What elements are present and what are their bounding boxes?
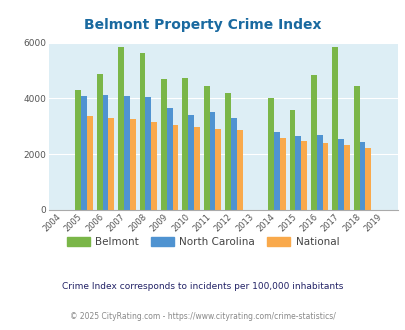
Bar [130, 119, 135, 210]
Bar [279, 138, 285, 210]
Bar [225, 93, 230, 210]
Bar [139, 52, 145, 210]
Bar [172, 125, 178, 210]
Bar [359, 142, 364, 210]
Bar [124, 96, 130, 210]
Bar [118, 47, 124, 210]
Bar [203, 86, 209, 210]
Legend: Belmont, North Carolina, National: Belmont, North Carolina, National [62, 233, 343, 251]
Bar [215, 129, 221, 210]
Bar [102, 95, 108, 210]
Bar [151, 121, 157, 210]
Bar [301, 141, 306, 210]
Bar [87, 116, 92, 210]
Bar [337, 139, 343, 210]
Text: Crime Index corresponds to incidents per 100,000 inhabitants: Crime Index corresponds to incidents per… [62, 282, 343, 291]
Bar [188, 115, 194, 210]
Text: © 2025 CityRating.com - https://www.cityrating.com/crime-statistics/: © 2025 CityRating.com - https://www.city… [70, 312, 335, 321]
Bar [273, 132, 279, 210]
Bar [145, 97, 151, 210]
Bar [182, 78, 188, 210]
Bar [161, 79, 166, 210]
Bar [108, 118, 114, 210]
Bar [75, 90, 81, 210]
Bar [353, 86, 359, 210]
Bar [310, 75, 316, 210]
Bar [237, 130, 242, 210]
Bar [81, 96, 87, 210]
Bar [316, 135, 322, 210]
Bar [209, 112, 215, 210]
Bar [166, 108, 172, 210]
Bar [295, 136, 301, 210]
Bar [364, 148, 370, 210]
Bar [289, 111, 295, 210]
Bar [322, 143, 328, 210]
Bar [268, 98, 273, 210]
Text: Belmont Property Crime Index: Belmont Property Crime Index [84, 18, 321, 32]
Bar [332, 47, 337, 210]
Bar [194, 127, 199, 210]
Bar [96, 74, 102, 210]
Bar [343, 145, 349, 210]
Bar [230, 118, 237, 210]
